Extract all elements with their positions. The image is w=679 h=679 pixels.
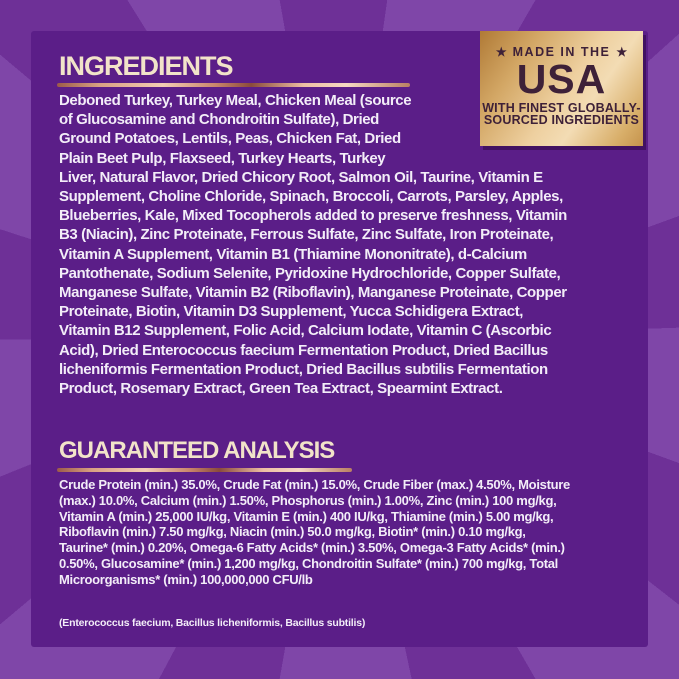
- badge-top-line: ★ MADE IN THE ★: [496, 46, 627, 59]
- badge-subtitle-line2: SOURCED INGREDIENTS: [483, 113, 640, 127]
- guaranteed-analysis-footnotes: (Enterococcus faecium, Bacillus lichenif…: [59, 593, 453, 647]
- badge-made-in-the-text: MADE IN THE: [512, 45, 611, 59]
- guaranteed-analysis-text: Crude Protein (min.) 35.0%, Crude Fat (m…: [59, 477, 570, 587]
- microorganism-species-note: (Enterococcus faecium, Bacillus lichenif…: [59, 617, 366, 629]
- badge-subtitle-line1: WITH FINEST GLOBALLY-: [482, 100, 641, 115]
- star-icon: ★: [495, 45, 507, 60]
- label-panel: ★ MADE IN THE ★ USA WITH FINEST GLOBALLY…: [31, 31, 648, 647]
- made-in-usa-badge: ★ MADE IN THE ★ USA WITH FINEST GLOBALLY…: [480, 31, 643, 146]
- ingredients-title: INGREDIENTS: [59, 51, 234, 81]
- ingredients-divider: [57, 83, 410, 87]
- guaranteed-analysis-divider: [57, 468, 352, 472]
- star-icon: ★: [616, 45, 628, 60]
- badge-usa-text: USA: [516, 55, 607, 102]
- guaranteed-analysis-title: GUARANTEED ANALYSIS: [59, 437, 335, 464]
- ingredients-text: Deboned Turkey, Turkey Meal, Chicken Mea…: [59, 92, 567, 398]
